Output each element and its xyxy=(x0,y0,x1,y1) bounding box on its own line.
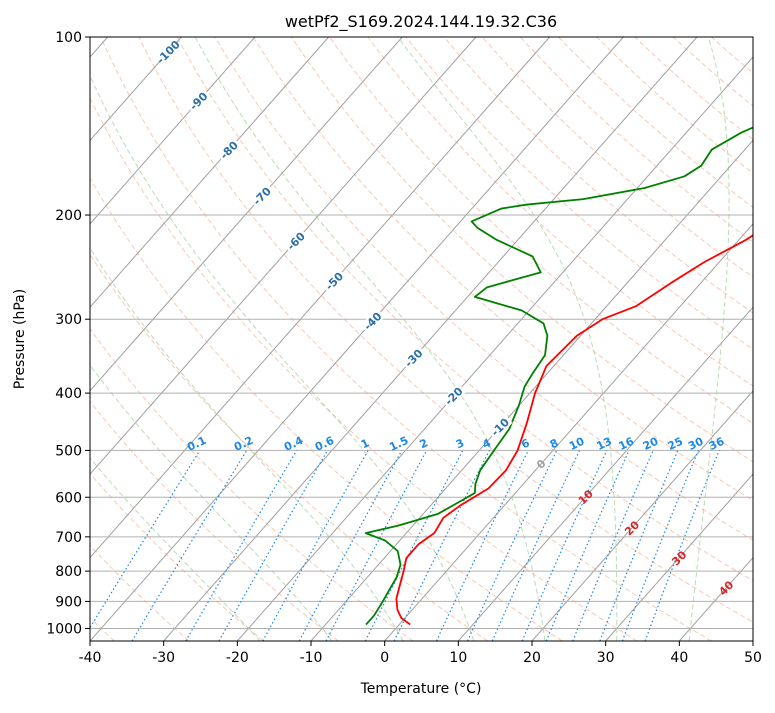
moist-adiabat xyxy=(90,364,333,641)
isotherm-line xyxy=(90,37,551,559)
mixing-ratio-label: 36 xyxy=(707,435,727,453)
dry-adiabat xyxy=(100,37,712,641)
mixing-ratio-line xyxy=(364,450,464,641)
x-tick-label: -20 xyxy=(226,650,249,666)
y-tick-label: 400 xyxy=(55,386,82,402)
isotherm-line xyxy=(236,56,753,641)
moist-adiabat xyxy=(90,247,404,641)
y-tick-label: 100 xyxy=(55,30,82,46)
isotherm-line xyxy=(90,37,477,475)
x-tick-label: 10 xyxy=(449,650,467,666)
mixing-ratio-label: 30 xyxy=(686,435,706,453)
dry-adiabat xyxy=(90,253,488,641)
y-tick-label: 200 xyxy=(55,208,82,224)
mixing-ratio-label: 10 xyxy=(567,435,587,453)
x-tick-label: -10 xyxy=(300,650,323,666)
x-tick-label: 20 xyxy=(523,650,541,666)
temperature-profile-line xyxy=(395,234,753,626)
moist-adiabat xyxy=(194,37,546,641)
y-tick-label: 300 xyxy=(55,312,82,328)
dewpoint-profile-line xyxy=(364,126,753,626)
mixing-ratio-line xyxy=(491,450,581,641)
mixing-ratio-line xyxy=(599,450,679,641)
x-tick-label: 40 xyxy=(670,650,688,666)
y-tick-label: 900 xyxy=(55,594,82,610)
dry-adiabat xyxy=(252,37,753,502)
isotherm-line xyxy=(90,37,182,142)
isotherm-line xyxy=(90,37,624,641)
isotherm-line xyxy=(531,389,753,641)
x-tick-label: 50 xyxy=(744,650,762,666)
x-tick-label: 30 xyxy=(597,650,615,666)
dry-adiabat xyxy=(367,37,753,387)
mixing-ratio-line xyxy=(521,450,608,641)
moist-adiabat xyxy=(90,74,475,641)
y-tick-label: 700 xyxy=(55,530,82,546)
dry-adiabat xyxy=(90,97,638,641)
dry-adiabat xyxy=(138,37,753,623)
isotherm-line xyxy=(163,37,698,641)
x-tick-label: -40 xyxy=(79,650,102,666)
mixing-ratio-label: 16 xyxy=(617,435,637,453)
x-axis-label: Temperature (°C) xyxy=(360,681,482,697)
y-tick-label: 800 xyxy=(55,564,82,580)
mixing-ratio-label: 20 xyxy=(641,435,661,453)
mixing-ratio-line xyxy=(298,450,403,641)
axes: -40 -30 -20 -10 0 10 20 30 40 50 100 200 300 400 500 60… xyxy=(46,30,762,666)
mixing-ratio-line xyxy=(545,450,630,641)
dry-adiabat xyxy=(405,37,753,350)
dry-adiabat xyxy=(176,37,753,582)
y-tick-label: 500 xyxy=(55,443,82,459)
moist-adiabat xyxy=(90,457,261,641)
plot-frame xyxy=(89,36,754,642)
isotherm-line xyxy=(605,473,753,641)
y-tick-label: 600 xyxy=(55,490,82,506)
mixing-ratio-line xyxy=(644,450,720,641)
moist-adiabat xyxy=(688,37,730,641)
x-tick-label: -30 xyxy=(152,650,175,666)
dry-adiabat xyxy=(90,400,339,641)
dry-adiabat xyxy=(90,177,563,641)
mixing-ratio-line xyxy=(262,450,369,641)
isotherm-line xyxy=(90,37,330,309)
isotherm-line xyxy=(90,37,403,392)
y-tick-label: 1000 xyxy=(46,621,82,637)
isotherm-line xyxy=(310,139,753,641)
chart-title: wetPf2_S169.2024.144.19.32.C36 xyxy=(285,12,557,32)
x-tick-label: 0 xyxy=(380,650,389,666)
isotherm-line xyxy=(90,37,256,225)
mixing-ratio-line xyxy=(621,450,699,641)
isotherm-line xyxy=(457,306,753,641)
mixing-ratio-line xyxy=(218,450,328,641)
mixing-ratio-label: 13 xyxy=(595,435,614,453)
mixing-ratio-line xyxy=(572,450,654,641)
plot-area xyxy=(90,37,753,641)
mixing-ratio-label: 25 xyxy=(666,435,685,453)
y-axis-label: Pressure (hPa) xyxy=(12,289,28,389)
dry-adiabat xyxy=(90,472,264,641)
isotherm-line xyxy=(384,223,753,641)
mixing-ratio-line xyxy=(393,450,490,641)
mixing-ratio-line xyxy=(90,450,201,629)
